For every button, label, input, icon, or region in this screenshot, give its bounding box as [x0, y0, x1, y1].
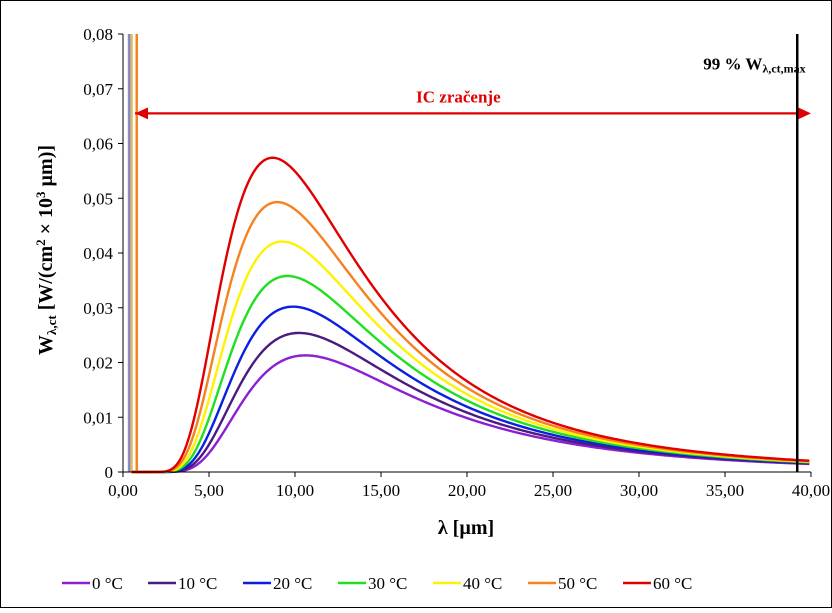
limit-label: 99 % Wλ,ct,max — [703, 55, 805, 76]
x-tick-label: 30,00 — [620, 481, 658, 500]
x-tick-label: 15,00 — [362, 481, 400, 500]
x-tick-label: 10,00 — [276, 481, 314, 500]
x-axis-title: λ [µm] — [438, 517, 494, 539]
y-tick-label: 0 — [105, 463, 114, 482]
ir-label: IC zračenje — [416, 87, 501, 106]
x-tick-label: 5,00 — [194, 481, 224, 500]
legend: 0 °C 10 °C 20 °C 30 °C 40 °C 50 °C 60 °C — [62, 574, 692, 593]
y-tick-label: 0,02 — [83, 354, 113, 373]
legend-label-3: 30 °C — [368, 574, 407, 593]
legend-label-2: 20 °C — [273, 574, 312, 593]
x-tick-label: 35,00 — [706, 481, 744, 500]
y-axis-title: Wλ,ct [W/(cm2 × 103 µm)] — [33, 145, 59, 355]
legend-label-5: 50 °C — [558, 574, 597, 593]
legend-label-0: 0 °C — [92, 574, 123, 593]
y-tick-label: 0,08 — [83, 25, 113, 44]
legend-label-1: 10 °C — [178, 574, 217, 593]
y-tick-label: 0,06 — [83, 135, 113, 154]
ir-arrow-head-left — [135, 107, 149, 120]
x-tick-label: 20,00 — [448, 481, 486, 500]
y-tick-label: 0,05 — [83, 189, 113, 208]
y-tick-label: 0,03 — [83, 299, 113, 318]
series-line-6 — [131, 156, 810, 474]
y-tick-label: 0,07 — [83, 80, 113, 99]
y-tick-label: 0,04 — [83, 244, 113, 263]
ir-arrow-head-right — [798, 107, 811, 120]
legend-label-6: 60 °C — [653, 574, 692, 593]
y-tick-label: 0,01 — [83, 408, 113, 427]
legend-label-4: 40 °C — [463, 574, 502, 593]
x-tick-label: 25,00 — [534, 481, 572, 500]
x-tick-label: 0,00 — [108, 481, 138, 500]
x-tick-label: 40,00 — [792, 481, 830, 500]
